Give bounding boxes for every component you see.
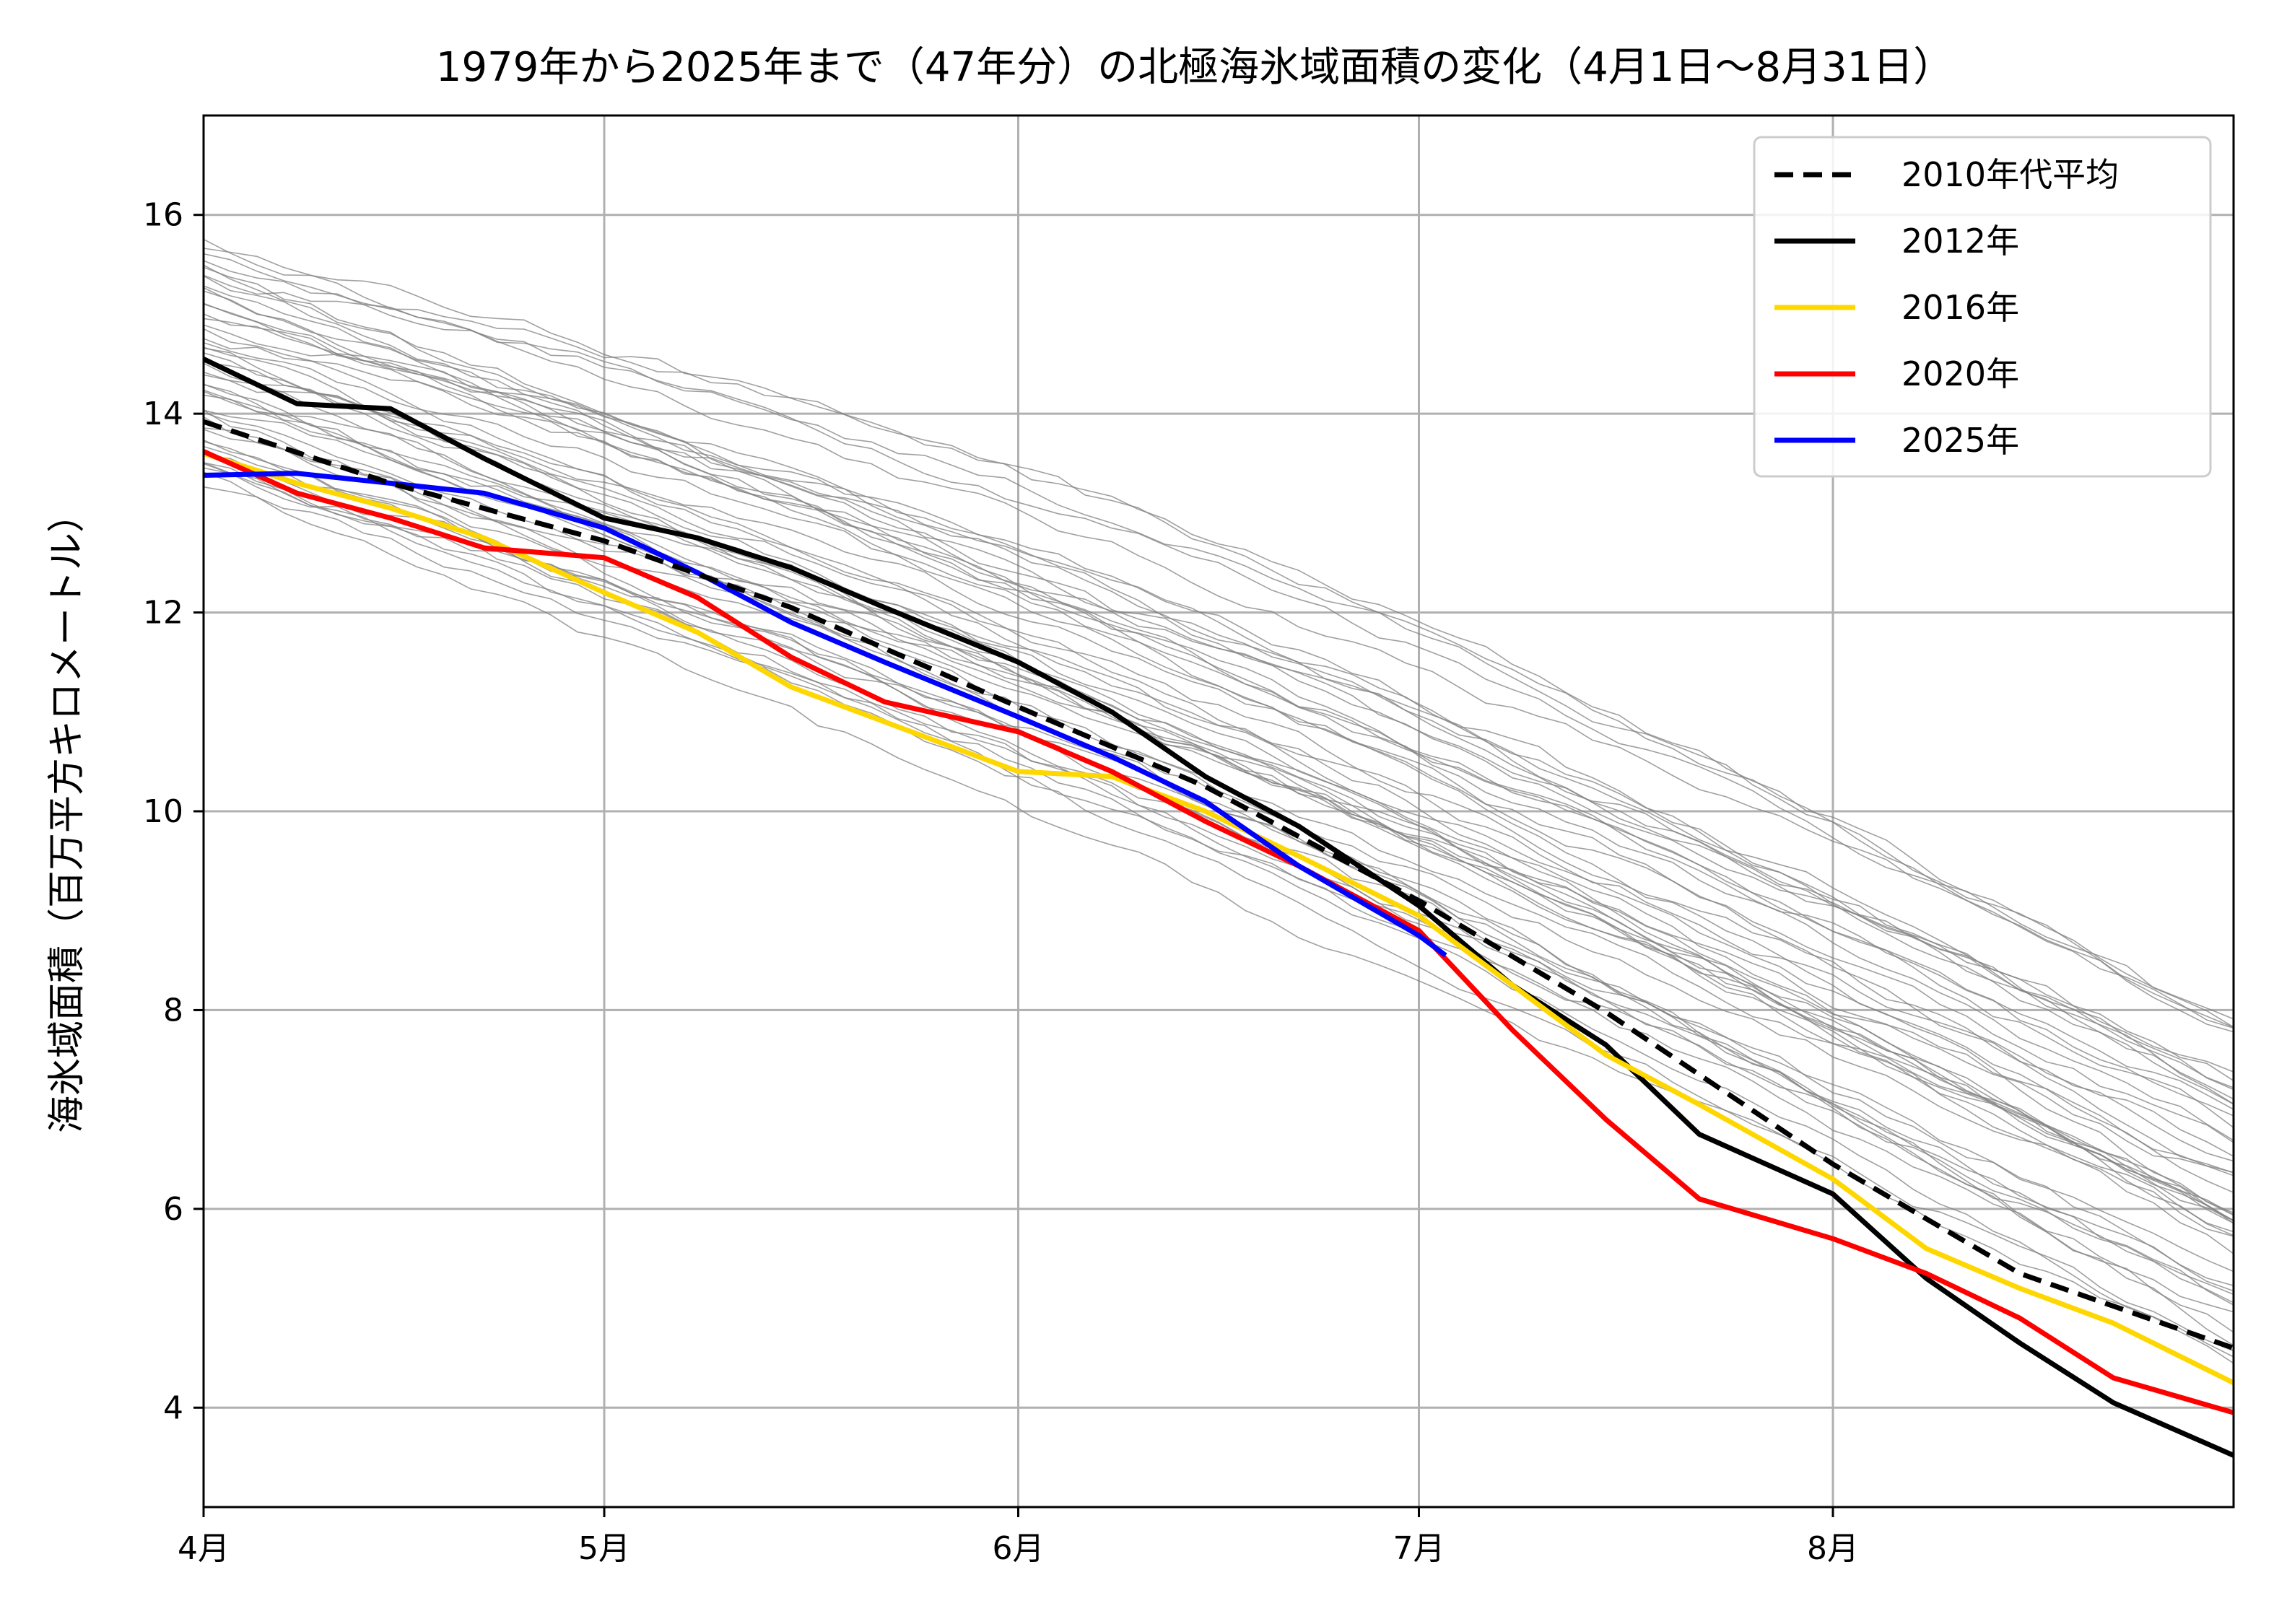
background-year-line (203, 318, 2234, 1117)
series-line-2 (202, 450, 2235, 1386)
y-tick-label: 4 (163, 1389, 183, 1426)
background-year-line (203, 290, 2234, 1081)
background-year-line (203, 486, 2234, 1364)
y-axis-ticks: 4 6 8 10 12 14 16 (143, 197, 204, 1426)
background-year-line (203, 302, 2234, 1128)
y-tick-label: 10 (143, 793, 183, 830)
y-tick-label: 12 (143, 595, 183, 632)
series-line-3 (202, 449, 2234, 1415)
y-tick-label: 8 (163, 992, 183, 1029)
x-tick-label: 5月 (578, 1530, 630, 1567)
highlighted-series (202, 357, 2235, 1458)
series-line-1 (202, 357, 2235, 1458)
background-year-line (203, 384, 2234, 1173)
background-year-line (203, 274, 2234, 1020)
background-year-line (203, 264, 2234, 1088)
y-tick-label: 14 (143, 396, 183, 432)
background-year-line (203, 313, 2234, 1100)
background-year-line (203, 253, 2234, 1029)
background-year-line (203, 390, 2234, 1224)
legend-label: 2010年代平均 (1901, 155, 2119, 194)
legend: 2010年代平均 2012年 2016年 2020年 2025年 (1753, 136, 2212, 478)
background-year-line (203, 362, 2234, 1193)
background-year-line (203, 347, 2234, 1162)
legend-label: 2020年 (1901, 354, 2019, 393)
legend-label: 2016年 (1901, 288, 2019, 327)
y-tick-label: 16 (143, 197, 183, 234)
x-tick-label: 8月 (1807, 1530, 1859, 1567)
legend-label: 2025年 (1901, 421, 2019, 460)
background-year-line (203, 324, 2234, 1105)
background-year-line (203, 471, 2234, 1358)
legend-label: 2012年 (1901, 222, 2019, 261)
background-year-line (203, 287, 2234, 1141)
background-year-line (203, 238, 2234, 1029)
legend-box (1753, 136, 2212, 478)
background-year-line (203, 389, 2234, 1222)
x-tick-label: 6月 (993, 1530, 1045, 1567)
x-tick-label: 7月 (1393, 1530, 1445, 1567)
background-year-line (203, 338, 2234, 1105)
y-axis-label: 海氷域面積（百万平方キロメートル） (45, 495, 89, 1133)
background-year-line (203, 371, 2234, 1174)
background-year-lines (203, 238, 2234, 1364)
x-axis-ticks: 4月 5月 6月 7月 8月 (178, 1507, 1859, 1567)
chart-title: 1979年から2025年まで（47年分）の北極海氷域面積の変化（4月1日〜8月3… (436, 44, 1953, 91)
background-year-line (203, 467, 2234, 1304)
background-year-line (203, 462, 2234, 1352)
background-year-line (203, 462, 2234, 1296)
background-year-line (203, 416, 2234, 1272)
background-year-line (203, 427, 2234, 1214)
background-year-line (203, 439, 2234, 1313)
y-tick-label: 6 (163, 1191, 183, 1228)
x-tick-label: 4月 (178, 1530, 230, 1567)
background-year-line (203, 260, 2234, 1028)
background-year-line (203, 248, 2234, 1033)
